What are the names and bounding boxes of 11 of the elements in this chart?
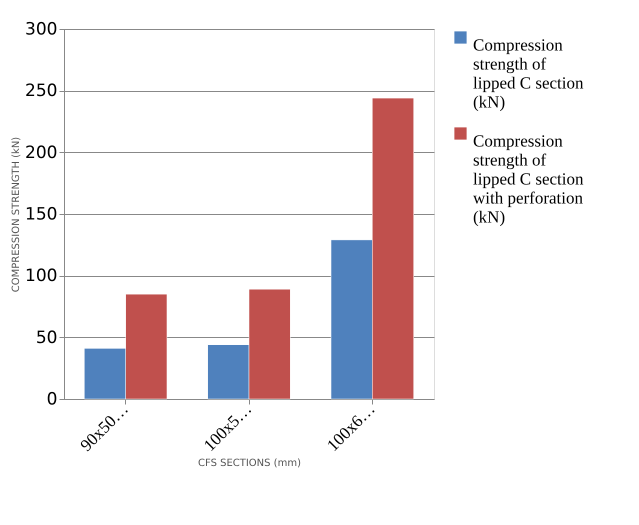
- legend-label: Compression strength of lipped C section (kN): [473, 36, 584, 112]
- y-tick-label: 300: [25, 20, 58, 40]
- y-tick-label: 0: [46, 390, 58, 410]
- y-tick-label: 100: [25, 266, 58, 286]
- x-axis-title: CFS SECTIONS (mm): [198, 458, 302, 470]
- y-tick-label: 50: [36, 328, 58, 348]
- legend-label: Compression strength of lipped C section with perforation (kN): [473, 132, 584, 226]
- y-tick-label: 200: [25, 142, 58, 163]
- y-axis-title: COMPRESSION STRENGTH (kN): [11, 136, 22, 292]
- y-tick-label: 250: [25, 81, 58, 102]
- y-tick-label: 150: [25, 204, 58, 224]
